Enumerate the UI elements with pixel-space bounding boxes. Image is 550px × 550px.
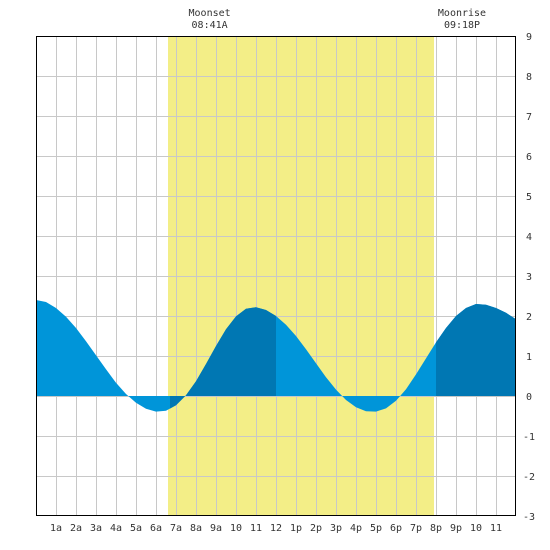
x-tick-label: 10	[470, 523, 482, 534]
y-tick-label: 1	[526, 352, 532, 363]
y-tick-label: -1	[523, 432, 535, 443]
x-tick-label: 11	[490, 523, 502, 534]
x-tick-label: 3p	[330, 523, 342, 534]
x-tick-label: 8p	[430, 523, 442, 534]
y-tick-label: 8	[526, 72, 532, 83]
y-tick-label: 6	[526, 152, 532, 163]
x-tick-label: 8a	[190, 523, 202, 534]
plot-border	[36, 36, 516, 516]
x-tick-label: 1a	[50, 523, 62, 534]
y-tick-label: 2	[526, 312, 532, 323]
x-tick-label: 6p	[390, 523, 402, 534]
y-tick-label: 5	[526, 192, 532, 203]
y-tick-label: 4	[526, 232, 532, 243]
y-tick-label: -3	[523, 512, 535, 523]
x-tick-label: 4p	[350, 523, 362, 534]
y-tick-label: 3	[526, 272, 532, 283]
annotation-time: 08:41A	[192, 20, 228, 31]
annotation-label: Moonset	[189, 8, 231, 19]
y-tick-label: 7	[526, 112, 532, 123]
x-tick-label: 9a	[210, 523, 222, 534]
annotation-time: 09:18P	[444, 20, 480, 31]
grid-layer	[36, 36, 516, 516]
x-tick-label: 1p	[290, 523, 302, 534]
x-tick-label: 3a	[90, 523, 102, 534]
x-tick-label: 10	[230, 523, 242, 534]
x-tick-label: 7a	[170, 523, 182, 534]
x-tick-label: 2p	[310, 523, 322, 534]
x-tick-label: 11	[250, 523, 262, 534]
x-tick-label: 6a	[150, 523, 162, 534]
x-tick-label: 12	[270, 523, 282, 534]
axis-layer: 1a 2a 3a 4a 5a 6a 7a 8a 9a 10 11 12 1p 2p 3p 4p 5p 6p 7p 8p…	[36, 32, 535, 534]
y-tick-label: 9	[526, 32, 532, 43]
x-tick-label: 5a	[130, 523, 142, 534]
y-tick-label: 0	[526, 392, 532, 403]
y-tick-label: -2	[523, 472, 535, 483]
x-tick-label: 2a	[70, 523, 82, 534]
x-tick-label: 7p	[410, 523, 422, 534]
annotation-label: Moonrise	[438, 8, 486, 19]
x-tick-label: 9p	[450, 523, 462, 534]
x-tick-label: 4a	[110, 523, 122, 534]
x-tick-label: 5p	[370, 523, 382, 534]
